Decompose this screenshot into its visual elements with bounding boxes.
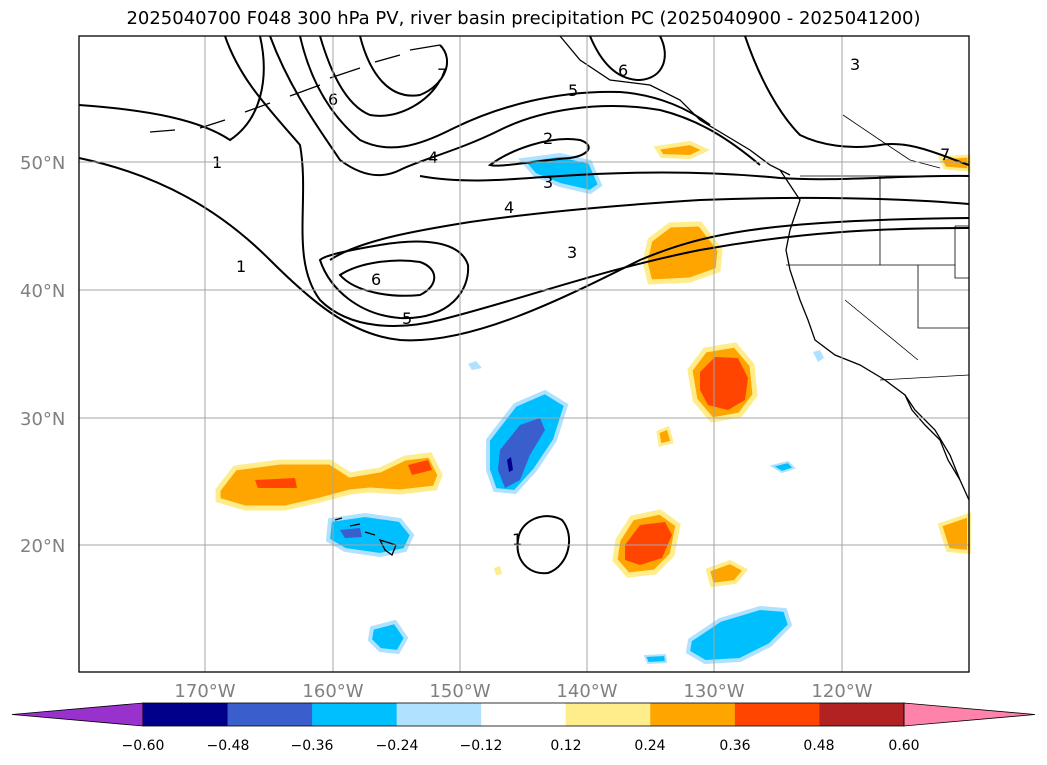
colorbar-tick-label: −0.48 [207, 738, 250, 754]
colorbar-segment [143, 703, 229, 726]
neg-anomaly-area [325, 512, 415, 558]
pv-contour-9 [589, 35, 666, 82]
state-border [917, 265, 969, 329]
coastlines [149, 35, 970, 557]
lat-label: 30°N [20, 409, 65, 430]
lon-label: 130°W [683, 681, 744, 702]
pos-anomaly-area-strong [255, 478, 297, 488]
contour-label: 7 [940, 145, 950, 164]
plot-title: 2025040700 F048 300 hPa PV, river basin … [126, 8, 921, 29]
pv-contour-1-sub [516, 515, 571, 575]
colorbar-tick-label: 0.12 [550, 738, 581, 754]
colorbar-ticks: −0.60 −0.48 −0.36 −0.24 −0.12 0.12 0.24 … [122, 738, 920, 754]
neg-anomaly-area [813, 350, 824, 362]
borders [786, 114, 970, 381]
pos-anomaly-area-strong [700, 357, 748, 410]
pv-contour-3-ne [744, 35, 970, 166]
contour-label: 2 [543, 129, 553, 148]
colorbar-frame [142, 702, 905, 727]
coastline-alaska [559, 35, 791, 176]
lon-label: 150°W [429, 681, 490, 702]
contour-label: 3 [567, 243, 577, 262]
pv-contour-1 [78, 35, 265, 142]
lat-label: 50°N [20, 153, 65, 174]
colorbar-segment [396, 703, 482, 726]
colorbar-tick-label: −0.60 [122, 738, 165, 754]
colorbar-segment [227, 703, 313, 726]
colorbar-tick-label: −0.24 [376, 738, 419, 754]
neg-anomaly-area [367, 619, 409, 655]
colorbar-tick-label: 0.60 [888, 738, 919, 754]
neg-anomaly-core [507, 457, 513, 472]
colorbar-segment [312, 703, 398, 726]
pv-contour-5 [318, 240, 470, 320]
pos-anomaly-area [494, 566, 502, 575]
neg-anomaly-area [643, 653, 668, 665]
lat-labels: 50°N 40°N 30°N 20°N [20, 153, 65, 557]
pv-contour-1 [78, 157, 970, 342]
pv-contour-2 [487, 138, 590, 167]
coastline-west-us [779, 169, 970, 501]
contour-label: 3 [543, 173, 553, 192]
pv-contour-6 [319, 35, 441, 117]
colorbar-segment [481, 703, 567, 726]
contour-label: 7 [437, 65, 447, 84]
contour-label: 5 [402, 309, 412, 328]
neg-anomaly-area [769, 460, 796, 474]
lon-label: 160°W [302, 681, 363, 702]
state-border [844, 299, 919, 361]
coast-bc [842, 114, 941, 169]
colorbar-segment [565, 703, 651, 726]
colorbar-tick-label: −0.12 [460, 738, 503, 754]
colorbar-tick-label: 0.36 [719, 738, 750, 754]
lon-label: 140°W [556, 681, 617, 702]
colorbar [11, 702, 1036, 727]
map-frame [78, 35, 970, 673]
aleutian-islands [149, 44, 441, 133]
contour-label: 3 [850, 55, 860, 74]
contour-label: 4 [504, 198, 514, 217]
pos-anomaly-area-strong [625, 522, 672, 565]
pv-contour-3 [224, 35, 970, 327]
pv-contour-4 [269, 35, 761, 177]
mexico-border [879, 374, 970, 381]
gridlines [79, 36, 969, 672]
coastline-baja [904, 394, 961, 481]
lon-label: 120°W [811, 681, 872, 702]
contour-label: 1 [236, 257, 246, 276]
lon-labels: 170°W 160°W 150°W 140°W 130°W 120°W [174, 681, 872, 702]
colorbar-segment [819, 703, 905, 726]
pos-anomaly-area [656, 425, 674, 447]
lon-label: 170°W [174, 681, 235, 702]
pos-anomaly-area [705, 559, 749, 588]
pv-contour-3 [419, 171, 970, 182]
colorbar-segment [734, 703, 820, 726]
colorbar-extend-low [11, 702, 144, 727]
pos-anomaly-area-strong [408, 460, 432, 475]
pv-contour-4 [329, 196, 970, 261]
contour-label: 5 [568, 81, 578, 100]
state-border [954, 226, 969, 279]
contour-label: 6 [618, 61, 628, 80]
colorbar-extend-high [903, 702, 1036, 727]
pos-anomaly-area [653, 140, 710, 160]
colorbar-tick-label: 0.48 [803, 738, 834, 754]
contour-label: 6 [371, 270, 381, 289]
neg-anomaly-area [468, 361, 482, 370]
contour-label: 4 [428, 148, 438, 167]
lat-label: 20°N [20, 536, 65, 557]
colorbar-segment [650, 703, 736, 726]
colorbar-tick-label: 0.24 [634, 738, 665, 754]
lat-label: 40°N [20, 281, 65, 302]
pv-contour-6 [338, 259, 436, 297]
contour-label: 1 [512, 530, 522, 549]
colorbar-tick-label: −0.36 [291, 738, 334, 754]
pv-contour-7 [359, 35, 449, 97]
neg-anomaly-area-strong [340, 528, 362, 538]
hawaii-islands [334, 517, 397, 557]
pos-anomaly-area [215, 452, 443, 511]
